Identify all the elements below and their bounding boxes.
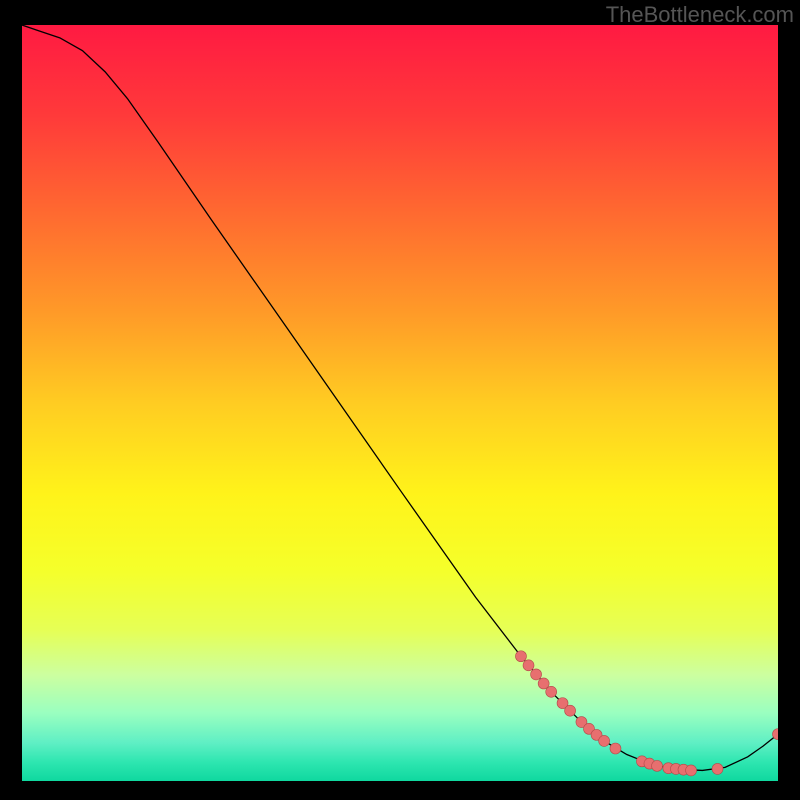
data-marker bbox=[565, 705, 576, 716]
data-marker bbox=[599, 735, 610, 746]
data-marker bbox=[773, 729, 784, 740]
data-marker bbox=[610, 743, 621, 754]
data-marker bbox=[546, 686, 557, 697]
bottleneck-chart bbox=[0, 0, 800, 800]
watermark-text: TheBottleneck.com bbox=[606, 2, 794, 28]
data-marker bbox=[515, 651, 526, 662]
chart-stage: TheBottleneck.com bbox=[0, 0, 800, 800]
data-marker bbox=[523, 660, 534, 671]
data-marker bbox=[652, 760, 663, 771]
gradient-background bbox=[22, 25, 778, 781]
data-marker bbox=[538, 678, 549, 689]
data-marker bbox=[712, 763, 723, 774]
data-marker bbox=[686, 765, 697, 776]
data-marker bbox=[531, 669, 542, 680]
